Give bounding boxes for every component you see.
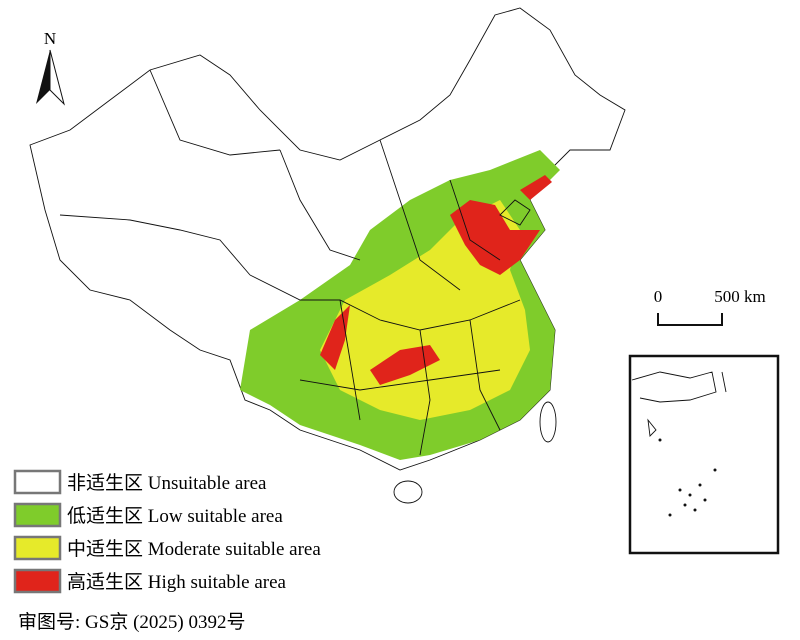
legend-swatch bbox=[13, 469, 62, 495]
north-label: N bbox=[44, 29, 56, 48]
legend-label: 高适生区 High suitable area bbox=[67, 571, 287, 593]
inset-coast bbox=[631, 371, 727, 437]
scale-label: 500 km bbox=[714, 287, 765, 306]
legend-swatch bbox=[13, 502, 62, 528]
high-suitable-region bbox=[370, 345, 440, 385]
inset-frame bbox=[628, 354, 780, 555]
legend-label: 中适生区 Moderate suitable area bbox=[67, 538, 321, 560]
hainan bbox=[393, 480, 423, 504]
high-suitable-region bbox=[520, 175, 552, 200]
inset-islands bbox=[658, 438, 717, 517]
bohai-sea bbox=[499, 199, 531, 226]
approval-number: 审图号: GS京 (2025) 0392号 bbox=[18, 611, 245, 633]
province-boundary bbox=[59, 69, 521, 456]
north-arrow bbox=[36, 50, 50, 104]
high-suitable-region bbox=[320, 305, 350, 370]
legend-swatch bbox=[13, 535, 62, 561]
legend: 非适生区 Unsuitable area 低适生区 Low suitable ar… bbox=[13, 469, 321, 594]
taiwan bbox=[539, 401, 557, 443]
legend-swatch bbox=[13, 568, 62, 594]
scale-bar bbox=[657, 313, 723, 326]
north-arrow bbox=[49, 49, 65, 106]
legend-label: 低适生区 Low suitable area bbox=[67, 505, 283, 527]
legend-label: 非适生区 Unsuitable area bbox=[67, 472, 267, 494]
high-suitable-region bbox=[450, 200, 540, 275]
scale-label: 0 bbox=[654, 287, 663, 306]
